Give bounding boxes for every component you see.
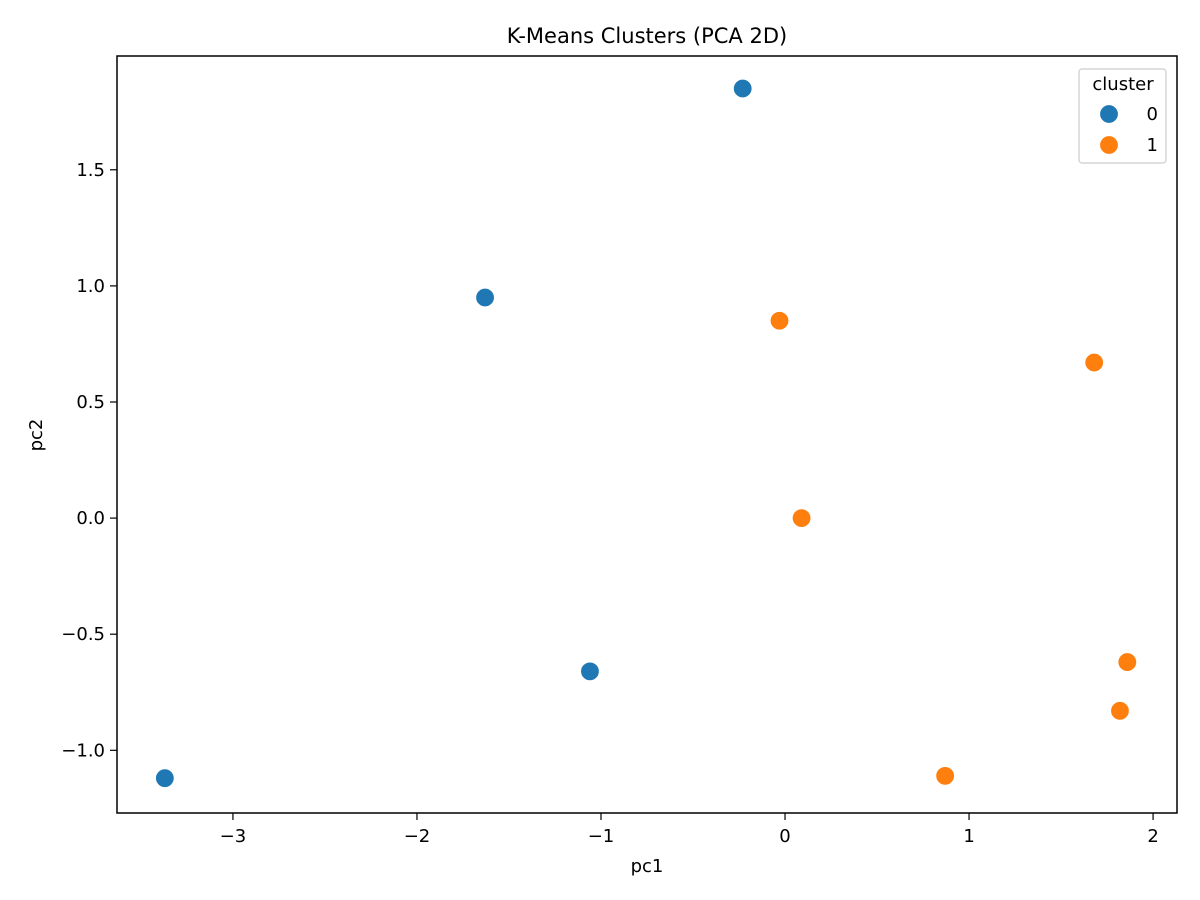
legend-marker-cluster-0: [1098, 103, 1120, 125]
x-tick-label: −1: [588, 826, 615, 847]
x-tick-label: 2: [1147, 826, 1158, 847]
data-point-cluster-1: [1084, 352, 1105, 373]
x-tick-label: 0: [779, 826, 790, 847]
x-axis: −3 −2 −1 0 1 2: [220, 813, 1159, 847]
x-axis-label: pc1: [631, 856, 664, 877]
y-tick-label: 0.5: [76, 392, 105, 413]
legend-title: cluster: [1092, 74, 1154, 95]
data-point-cluster-1: [1117, 651, 1138, 673]
y-axis-label: pc2: [26, 419, 47, 452]
data-point-cluster-1: [769, 310, 790, 331]
legend: cluster 01: [1078, 68, 1167, 164]
legend-label-cluster-0: 0: [1147, 104, 1158, 125]
axes-frame: [116, 55, 1178, 814]
x-tick-label: −3: [220, 826, 247, 847]
data-point-cluster-0: [474, 287, 496, 308]
data-point-cluster-0: [579, 661, 601, 682]
data-point-cluster-0: [732, 78, 753, 99]
legend-marker-cluster-1: [1098, 134, 1120, 156]
legend-items: 01: [1098, 103, 1158, 156]
y-axis: −1.0 −0.5 0.0 0.5 1.0 1.5: [61, 160, 117, 761]
chart-title: K-Means Clusters (PCA 2D): [507, 24, 787, 48]
data-point-cluster-1: [935, 765, 956, 786]
x-tick-label: −2: [404, 826, 431, 847]
data-point-cluster-0: [154, 768, 175, 789]
y-tick-label: 0.0: [76, 508, 105, 529]
y-tick-label: 1.0: [76, 276, 105, 297]
data-point-cluster-1: [791, 507, 812, 529]
data-points: [154, 78, 1138, 789]
y-tick-label: 1.5: [76, 160, 105, 181]
plot-area: [116, 55, 1178, 814]
y-tick-label: −1.0: [61, 740, 105, 761]
legend-label-cluster-1: 1: [1147, 135, 1158, 156]
y-tick-label: −0.5: [61, 624, 105, 645]
data-point-cluster-1: [1109, 700, 1131, 721]
x-tick-label: 1: [963, 826, 974, 847]
